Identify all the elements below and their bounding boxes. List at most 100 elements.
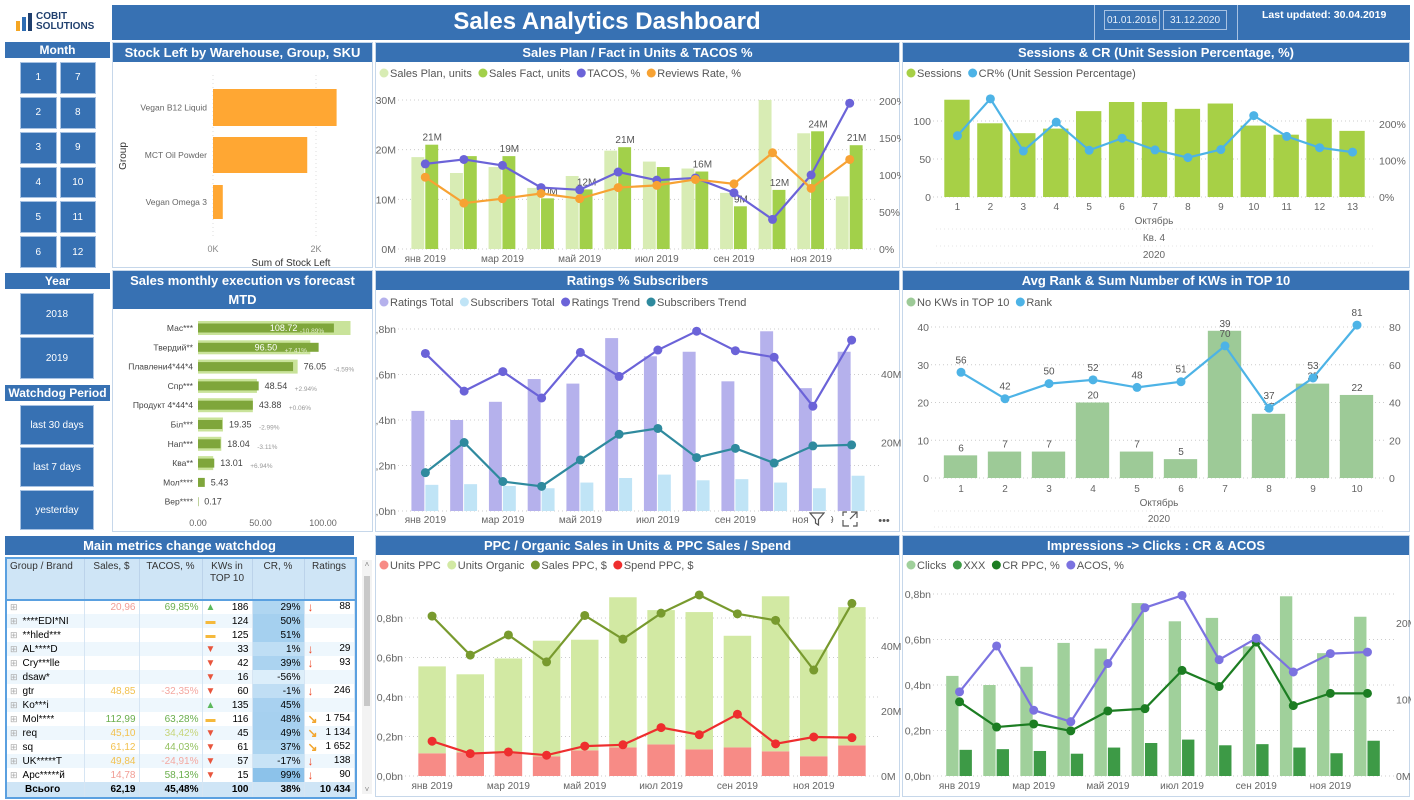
bar-data-label: 5 xyxy=(1178,447,1184,458)
month-button-7[interactable]: 7 xyxy=(59,62,96,94)
legend-item: ACOS, % xyxy=(1077,560,1124,572)
bar-sales-plan-units xyxy=(642,161,656,249)
scroll-down-icon[interactable]: ˅ xyxy=(364,785,370,794)
rating-trend-down-icon: ↓ xyxy=(307,768,314,782)
impressions-title: Impressions -> Clicks : CR & ACOS xyxy=(903,536,1409,555)
x-tick-label: 5 xyxy=(1086,202,1092,213)
month-button-6[interactable]: 6 xyxy=(20,236,57,268)
period-button-yesterday[interactable]: yesterday xyxy=(20,490,94,530)
x-tick-label: 4 xyxy=(1090,484,1096,495)
column-header[interactable]: Ratings xyxy=(304,559,355,600)
ppc-chart: 0,0bn 0,2bn 0,4bn 0,6bn 0,8bn 0M 20M 40M янв 201… xyxy=(377,560,901,792)
x-tick-label: мар 2019 xyxy=(481,515,524,526)
table-row[interactable]: ⊞ Mol**** 112,99 63,28% ▬ 116 48% ↘ 1 754 xyxy=(7,712,355,726)
expand-icon[interactable]: ⊞ xyxy=(10,741,18,752)
month-button-12[interactable]: 12 xyxy=(59,236,96,268)
line-data-label: 56 xyxy=(955,355,967,366)
legend-marker xyxy=(906,68,916,78)
x-tick-label: сен 2019 xyxy=(717,781,759,792)
table-row[interactable]: ⊞ Ko***i ▲ 135 45% xyxy=(7,698,355,712)
y-left-tick-label: 0,6bn xyxy=(905,635,931,647)
expand-icon[interactable]: ⊞ xyxy=(10,657,18,668)
scroll-thumb[interactable] xyxy=(364,576,370,706)
month-button-10[interactable]: 10 xyxy=(59,166,96,199)
line-point xyxy=(618,634,628,644)
table-scrollbar[interactable]: ˄ ˅ xyxy=(362,560,372,794)
month-button-9[interactable]: 9 xyxy=(59,131,96,164)
line-point xyxy=(1325,649,1335,659)
table-row[interactable]: ⊞ ****EDI*NI ▬ 124 50% xyxy=(7,614,355,628)
expand-icon[interactable]: ⊞ xyxy=(10,602,18,612)
y-right-tick-label: 0% xyxy=(1379,192,1394,204)
table-row[interactable]: ⊞ **hled*** ▬ 125 51% xyxy=(7,628,355,642)
year-button-2018[interactable]: 2018 xyxy=(20,293,94,335)
more-options-icon[interactable]: ••• xyxy=(872,511,896,531)
period-button-7-days[interactable]: last 7 days xyxy=(20,447,94,487)
kws-cell: ▼ 16 xyxy=(202,670,253,684)
bar xyxy=(213,185,223,219)
bar xyxy=(213,89,337,126)
month-button-2[interactable]: 2 xyxy=(20,96,57,129)
table-row[interactable]: ⊞ UK*****T 49,84 -24,91% ▼ 57 -17% ↓ 138 xyxy=(7,754,355,768)
ratings-value: 29 xyxy=(339,642,351,654)
table-row[interactable]: ⊞ 20,96 69,85% ▲ 186 29% ↓ 88 xyxy=(7,600,355,614)
month-button-5[interactable]: 5 xyxy=(20,201,57,234)
table-row[interactable]: ⊞ dsaw* ▼ 16 -56% xyxy=(7,670,355,684)
month-button-8[interactable]: 8 xyxy=(59,96,96,129)
line-point xyxy=(730,443,740,453)
kw-trend-flat-icon: ▬ xyxy=(205,713,216,725)
expand-icon[interactable]: ⊞ xyxy=(10,629,18,640)
expand-icon[interactable]: ⊞ xyxy=(10,699,18,710)
month-button-1[interactable]: 1 xyxy=(20,62,57,94)
date-from-input[interactable]: 01.01.2016 xyxy=(1104,10,1160,30)
focus-mode-icon[interactable] xyxy=(842,511,864,531)
category-label: Ква** xyxy=(172,458,193,468)
date-to-input[interactable]: 31.12.2020 xyxy=(1163,10,1227,30)
expand-icon[interactable]: ⊞ xyxy=(10,755,18,766)
category-label: Вер**** xyxy=(165,497,194,507)
month-button-11[interactable]: 11 xyxy=(59,201,96,234)
line-spend-ppc- xyxy=(431,712,852,757)
line-data-label: 50 xyxy=(1043,367,1055,378)
month-button-3[interactable]: 3 xyxy=(20,131,57,164)
column-header[interactable]: Sales, $ xyxy=(84,559,140,600)
table-row[interactable]: ⊞ gtr 48,85 -32,35% ▼ 60 -1% ↓ 246 xyxy=(7,684,355,698)
column-header[interactable]: KWs in TOP 10 xyxy=(202,559,253,600)
bar-data-label: 6 xyxy=(958,443,964,454)
expand-icon[interactable]: ⊞ xyxy=(10,727,18,738)
bar-sales-fact-units xyxy=(425,144,439,249)
period-button-30-days[interactable]: last 30 days xyxy=(20,405,94,445)
table-row[interactable]: ⊞ Cry***lle ▼ 42 39% ↓ 93 xyxy=(7,656,355,670)
bar-clicks xyxy=(1131,603,1144,776)
expand-icon[interactable]: ⊞ xyxy=(10,685,18,696)
line-point xyxy=(847,335,857,345)
legend-item: Sales Plan, units xyxy=(390,68,472,80)
column-header[interactable]: CR, % xyxy=(252,559,305,600)
line-point xyxy=(955,687,965,697)
y-right-tick-label: 0% xyxy=(879,244,894,256)
bar-units-organic xyxy=(838,607,866,746)
table-row[interactable]: ⊞ AL****D ▼ 33 1% ↓ 29 xyxy=(7,642,355,656)
scroll-up-icon[interactable]: ˄ xyxy=(364,560,370,569)
kw-trend-down-icon: ▼ xyxy=(205,643,216,655)
table-row[interactable]: ⊞ req 45,10 34,42% ▼ 45 49% ↘ 1 134 xyxy=(7,726,355,740)
legend-marker xyxy=(379,297,389,307)
line-point xyxy=(613,183,623,193)
month-button-4[interactable]: 4 xyxy=(20,166,57,199)
expand-icon[interactable]: ⊞ xyxy=(10,643,18,654)
expand-icon[interactable]: ⊞ xyxy=(10,713,18,724)
category-label: Продукт 4*44*4 xyxy=(133,400,193,410)
table-row[interactable]: ⊞ Арс*****й 14,78 58,13% ▼ 15 99% ↓ 90 xyxy=(7,768,355,782)
filter-icon[interactable] xyxy=(809,511,831,531)
y-left-tick-label: 10 xyxy=(917,435,929,447)
table-row[interactable]: ⊞ sq 61,12 44,03% ▼ 61 37% ↘ 1 652 xyxy=(7,740,355,754)
year-button-2019[interactable]: 2019 xyxy=(20,337,94,379)
expand-icon[interactable]: ⊞ xyxy=(10,671,18,682)
expand-icon[interactable]: ⊞ xyxy=(10,615,18,626)
line-point xyxy=(1216,145,1226,155)
bar-subscribers-total xyxy=(425,484,439,511)
column-header[interactable]: TACOS, % xyxy=(139,559,203,600)
actual-bar xyxy=(198,323,334,333)
column-header[interactable]: Group / Brand xyxy=(7,559,85,600)
expand-icon[interactable]: ⊞ xyxy=(10,769,18,780)
